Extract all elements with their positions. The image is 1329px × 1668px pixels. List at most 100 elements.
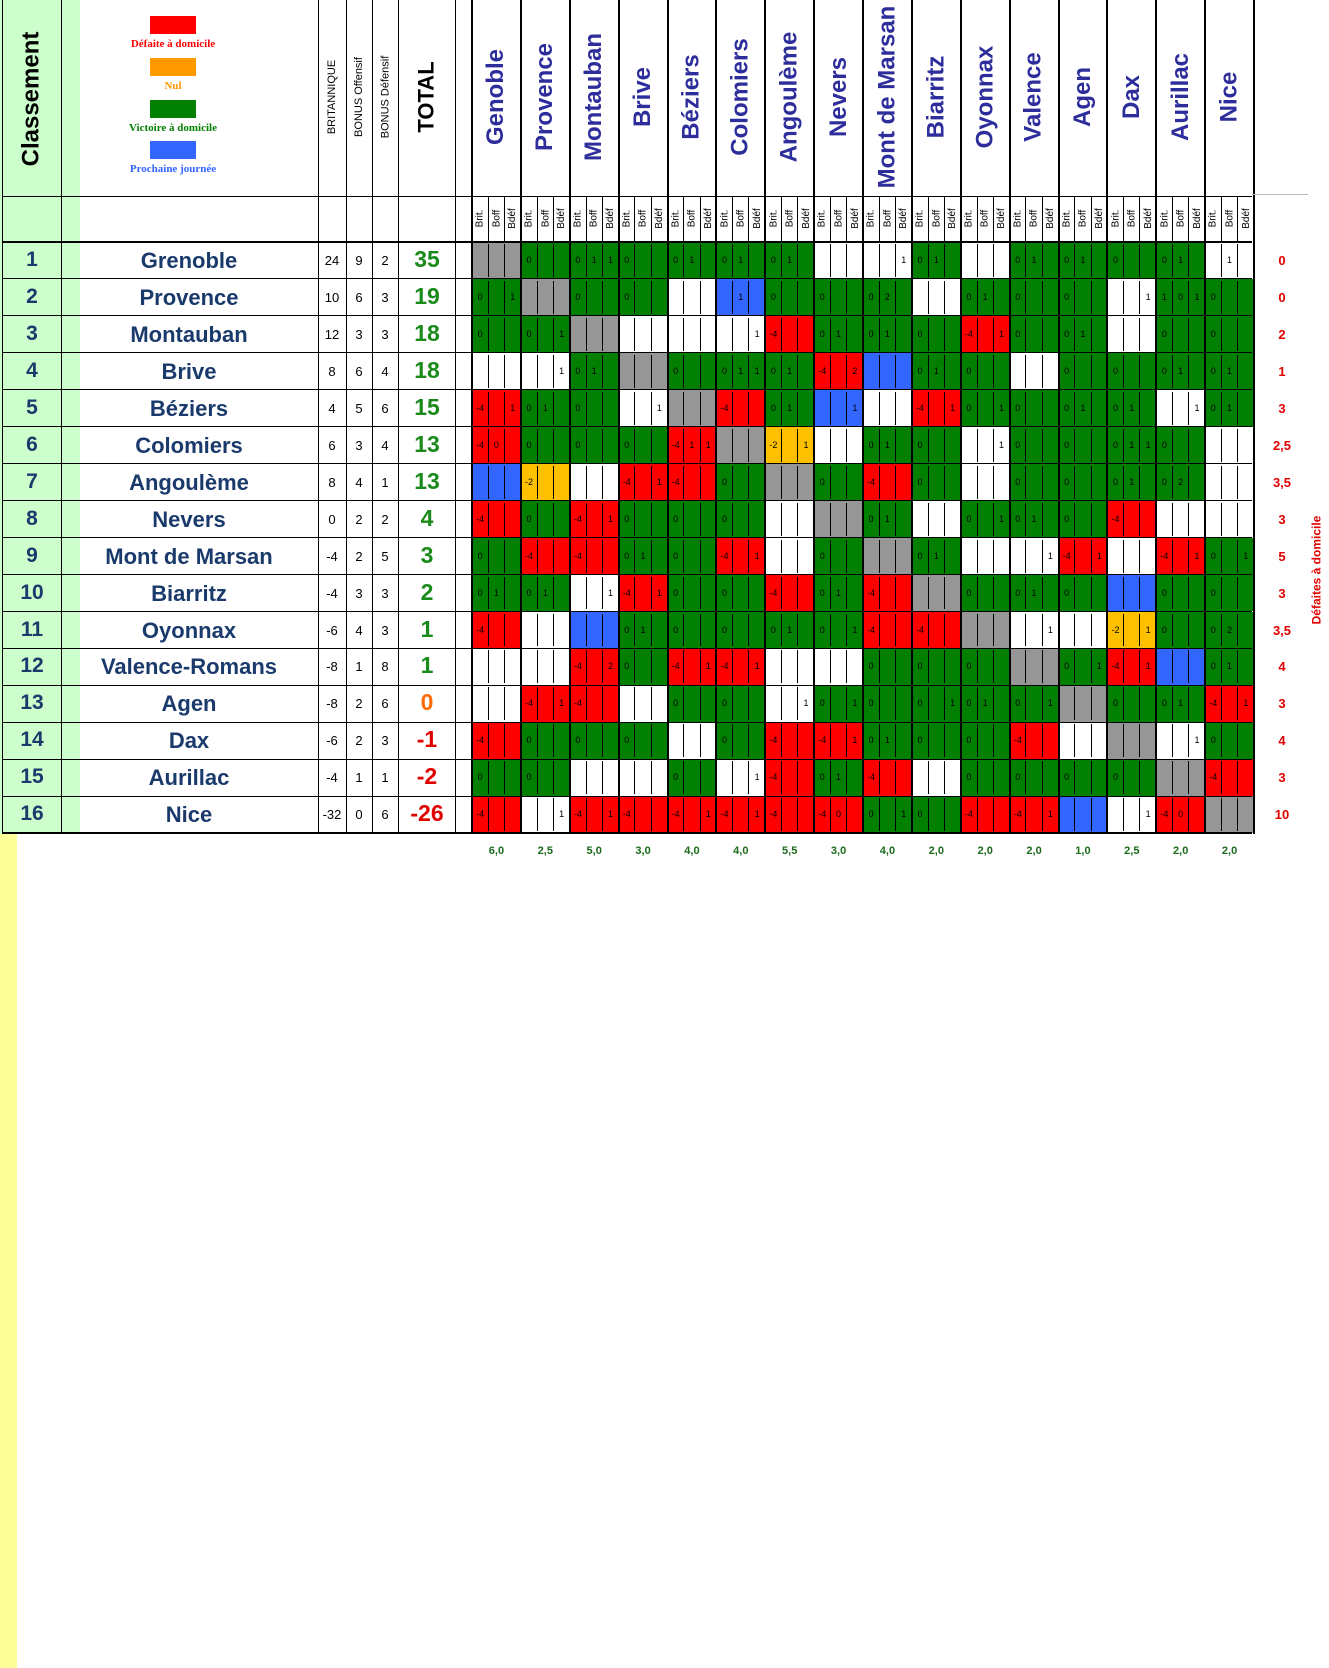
cell-divider [683,280,685,314]
result-cell-value: 0 [673,550,679,561]
bonus-offensif-value: 2 [355,511,363,527]
total-value: 19 [414,282,440,309]
result-cell: -2 1 [1107,611,1157,649]
result-cell-value: -4 [964,809,973,820]
subheader-brit: Brit. [1207,209,1219,227]
cell-divider [585,613,587,647]
result-cell-value: -4 [1160,809,1169,820]
result-cell-value: 0 [722,735,728,746]
result-cell: 1 [1009,537,1059,575]
cell-divider [797,687,799,721]
result-cell-value: 1 [803,698,809,709]
grid-hline [2,463,1252,465]
result-cell: 0 [1156,574,1206,612]
result-cell-value: 1 [607,587,613,598]
result-cell-value: 0 [1161,587,1167,598]
result-cell-value: 1 [1031,513,1037,524]
cell-divider [650,428,652,462]
cell-divider [1123,244,1125,277]
home-defeats-value: 4 [1278,733,1286,749]
result-cell: 0 [520,500,570,538]
result-cell: 1 [520,796,570,834]
cell-divider [504,502,506,536]
cell-divider [634,317,636,351]
result-cell: 0 [618,242,668,279]
column-header-10: Biarritz [912,0,961,194]
cell-divider [1188,539,1190,573]
cell-divider [634,244,636,277]
subheader-brit: Brit. [523,209,535,227]
cell-divider [536,244,538,277]
team-name: Grenoble [140,248,238,273]
result-cell-value: 0 [1064,255,1070,265]
cell-divider [976,244,978,277]
cell-divider [552,724,554,758]
cell-divider [1139,650,1141,684]
britannique-value: 8 [328,363,336,379]
rank-cell: 4 [26,358,38,382]
cell-divider [895,724,897,758]
result-cell-value: 0 [1210,624,1216,635]
result-cell-value: 0 [624,513,630,524]
cell-divider [585,354,587,388]
result-cell-value: -4 [476,735,485,746]
cell-divider [487,613,489,647]
result-cell-value: -4 [720,809,729,820]
separator-column-bg [0,834,17,1668]
bonus-offensif-value: 4 [355,622,363,638]
column-header-3: Montauban [570,0,619,194]
cell-divider [1123,317,1125,351]
rank-cell: 7 [26,469,38,493]
result-cell-value: 0 [868,809,874,820]
result-cell: 1 [765,685,815,723]
cell-divider [601,798,603,832]
result-cell-value: 0 [1015,698,1021,709]
result-cell: 1 [863,242,912,279]
result-cell-value: 0 [868,735,874,746]
result-cell-value: 0 [526,772,532,783]
result-cell-value: 0 [1210,550,1216,561]
result-cell-value: 1 [950,698,956,709]
legend-swatch-1 [150,16,196,34]
grid-hline [2,684,1252,686]
britannique-value: 4 [328,400,336,416]
bonus-defensif-value: 3 [381,585,389,601]
cell-divider [895,354,897,388]
cell-divider [585,317,587,351]
subheader-divider [683,196,685,242]
result-cell-value: 0 [1210,291,1216,302]
result-cell-value: 1 [933,365,939,376]
result-cell-value: -4 [720,402,729,413]
cell-divider [504,244,506,277]
result-cell: 0 [911,426,961,464]
legend-swatch-2 [150,58,196,76]
column-header-label: Oyonnax [971,45,999,149]
subheader-brit: Brit. [670,209,682,227]
result-cell-value: -4 [622,587,631,598]
cell-divider [748,317,750,351]
cell-divider [943,724,945,758]
cell-divider [1139,613,1141,647]
cell-divider [992,798,994,832]
cell-divider [878,761,880,795]
cell-divider [683,576,685,610]
cell-divider [895,576,897,610]
subheader-divider [601,196,603,242]
result-cell-value: 0 [1113,402,1119,413]
cell-divider [878,798,880,832]
cell-divider [1025,798,1027,832]
cell-divider [1139,761,1141,795]
cell-divider [1139,317,1141,351]
cell-divider [1041,354,1043,388]
result-cell: -4 1 [1058,537,1108,575]
result-cell-value: -4 [476,624,485,635]
cell-divider [1074,244,1076,277]
cell-divider [943,687,945,721]
subheader-bdef: Bdéf [556,207,568,229]
cell-divider [585,428,587,462]
cell-divider [683,613,685,647]
subheader-divider [536,196,538,242]
